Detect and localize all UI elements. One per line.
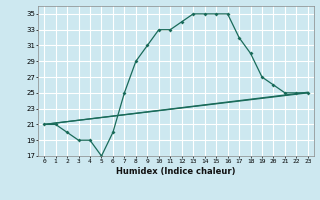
X-axis label: Humidex (Indice chaleur): Humidex (Indice chaleur) <box>116 167 236 176</box>
